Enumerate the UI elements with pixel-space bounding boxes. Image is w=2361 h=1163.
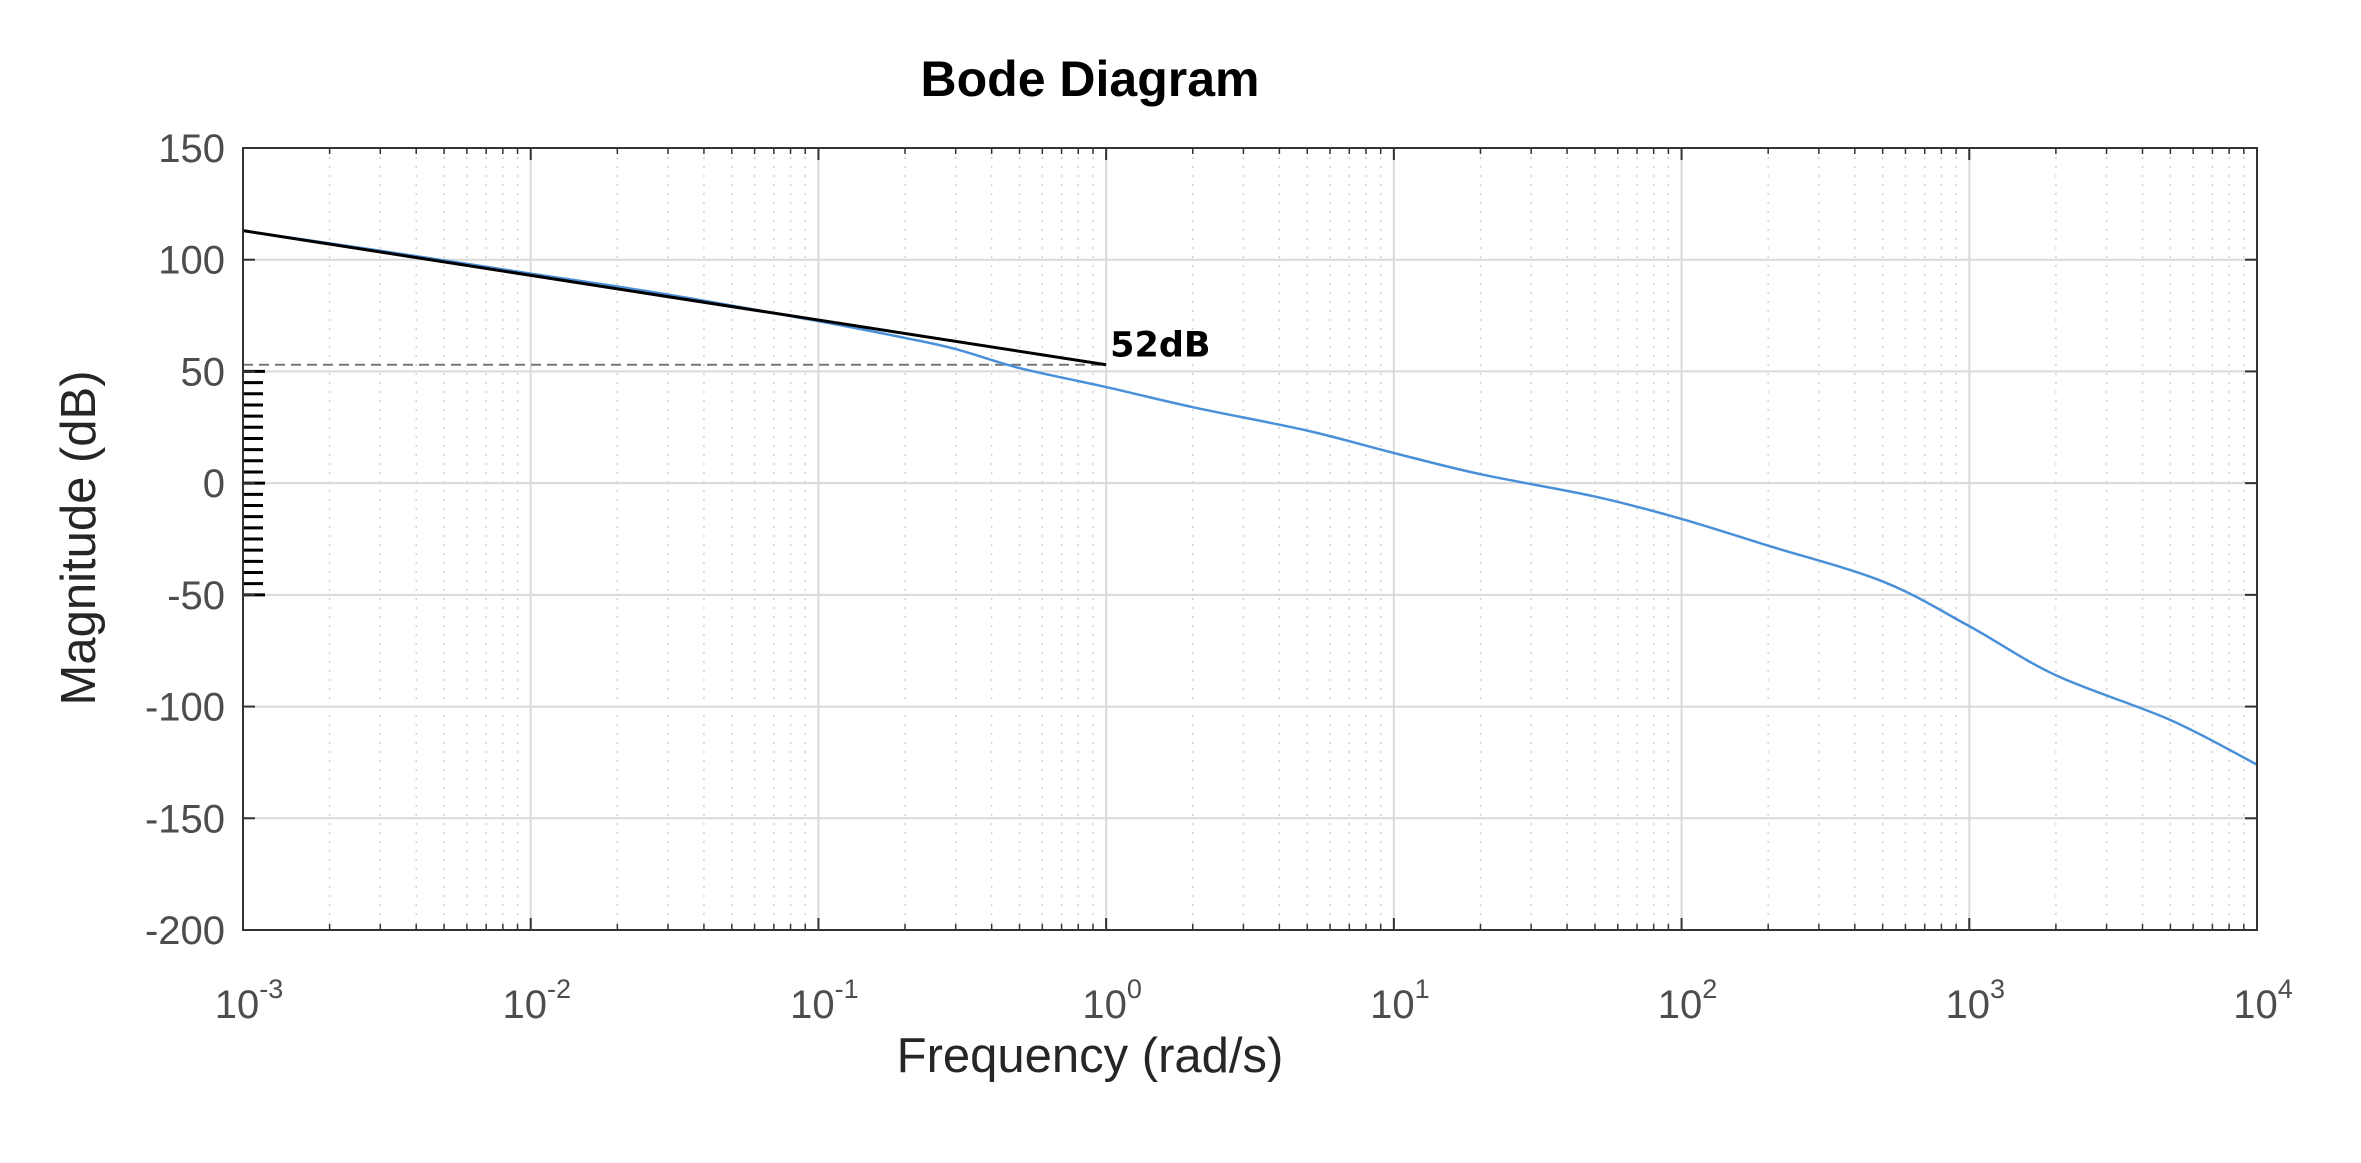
y-tick-label: 50 [181, 350, 226, 394]
x-tick-base: 10 [1946, 983, 1991, 1027]
annotation-label-52db: 52dB [1110, 326, 1210, 366]
x-tick-label: 100 [1082, 974, 1142, 1027]
x-tick-label: 104 [2233, 974, 2293, 1027]
x-tick-base: 10 [502, 983, 547, 1027]
x-tick-label: 102 [1658, 974, 1718, 1027]
x-tick-base: 10 [1658, 983, 1703, 1027]
x-tick-label: 103 [1946, 974, 2006, 1027]
y-tick-label: 150 [158, 127, 225, 171]
x-tick-label: 10-3 [215, 974, 284, 1027]
x-tick-exponent: -3 [259, 974, 283, 1004]
x-tick-base: 10 [1370, 983, 1415, 1027]
x-tick-exponent: 2 [1702, 974, 1717, 1004]
x-tick-exponent: 4 [2278, 974, 2293, 1004]
y-tick-label: -50 [167, 574, 225, 618]
x-tick-label: 10-1 [790, 974, 859, 1027]
y-tick-label: 100 [158, 239, 225, 283]
y-tick-label: 0 [203, 462, 225, 506]
y-tick-label: -150 [145, 797, 225, 841]
x-tick-exponent: 1 [1415, 974, 1430, 1004]
x-tick-exponent: 3 [1990, 974, 2005, 1004]
plot-border [242, 147, 2258, 931]
x-tick-label: 10-2 [502, 974, 571, 1027]
y-tick-label: -100 [145, 686, 225, 730]
major-grid [242, 147, 2258, 931]
x-tick-base: 10 [215, 983, 260, 1027]
series-layer [242, 229, 2258, 766]
chart-title: Bode Diagram [921, 51, 1260, 107]
y-axis-label: Magnitude (dB) [52, 370, 106, 705]
annotations: 52dB [243, 326, 1211, 597]
y-axis-ticks: 150 100 50 0 -50 -100 -150 -200 [145, 127, 2257, 953]
x-axis-label: Frequency (rad/s) [897, 1029, 1284, 1083]
plot-frame [242, 147, 2258, 931]
x-tick-base: 10 [1082, 983, 1127, 1027]
x-tick-exponent: -1 [835, 974, 859, 1004]
x-tick-exponent: -2 [547, 974, 571, 1004]
x-tick-base: 10 [2233, 983, 2278, 1027]
x-axis-ticks: 10-3 10-2 10-1 100 101 102 103 104 [215, 148, 2293, 1027]
y-tick-label: -200 [145, 909, 225, 953]
x-tick-label: 101 [1370, 974, 1430, 1027]
x-tick-exponent: 0 [1127, 974, 1142, 1004]
asymptote-line [242, 229, 1107, 367]
x-tick-base: 10 [790, 983, 835, 1027]
magnitude-series-line [242, 229, 2258, 766]
